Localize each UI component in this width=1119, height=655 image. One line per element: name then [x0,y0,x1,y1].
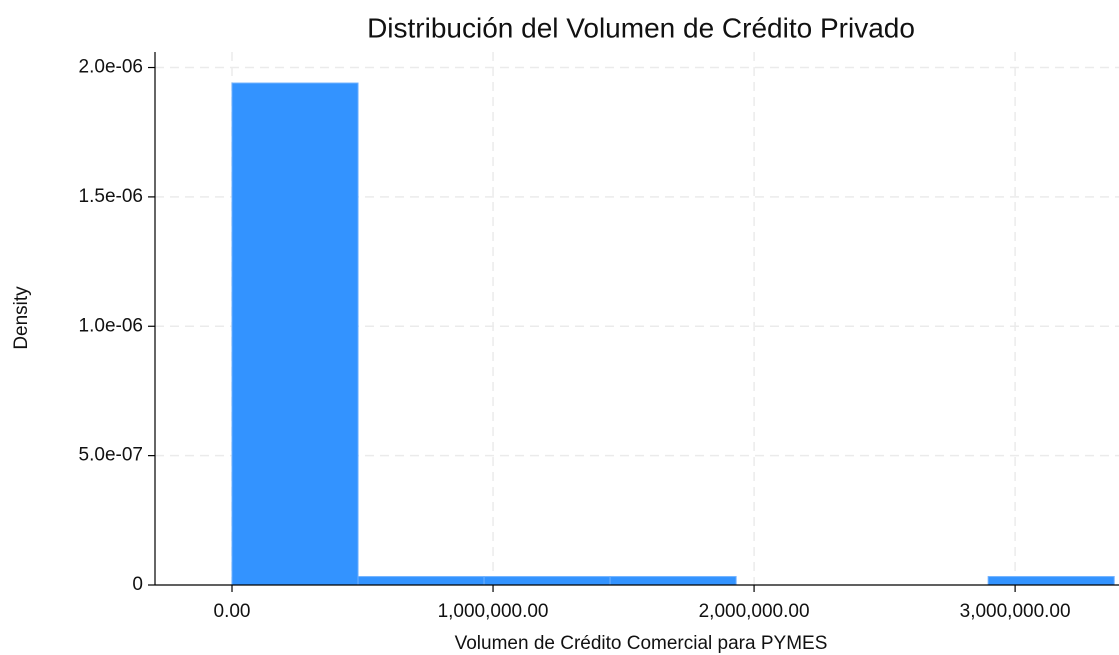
x-tick-label: 3,000,000.00 [960,601,1071,622]
histogram-bar [357,576,485,586]
x-tick-label: 0.00 [214,601,251,622]
y-tick-label: 5.0e-07 [79,445,143,466]
chart-title: Distribución del Volumen de Crédito Priv… [367,12,915,43]
histogram-bar [231,82,359,586]
y-tick-label: 1.5e-06 [79,186,143,207]
y-axis-label: Density [11,286,32,350]
y-tick-label: 2.0e-06 [79,57,143,78]
x-axis-label: Volumen de Crédito Comercial para PYMES [455,633,828,654]
y-tick-label: 1.0e-06 [79,315,143,336]
x-tick-label: 1,000,000.00 [438,601,549,622]
y-tick-label: 0 [132,574,143,595]
histogram-bar [987,576,1115,586]
x-tick-label: 2,000,000.00 [699,601,810,622]
histogram-bar [609,576,737,586]
histogram-bar [483,576,611,586]
